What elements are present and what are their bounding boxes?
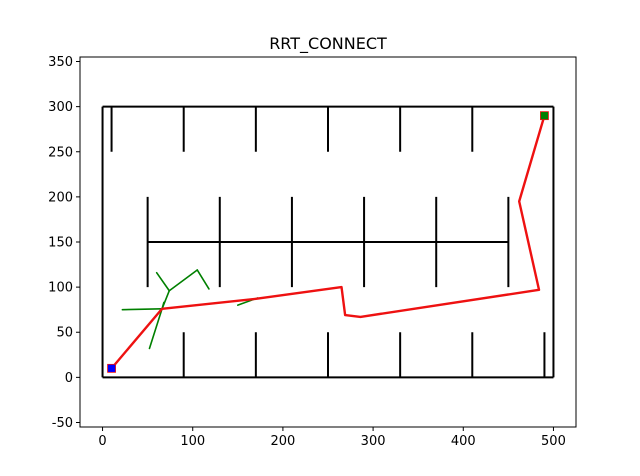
tree-edge [155, 271, 171, 292]
y-tick-label: -50 [52, 416, 73, 431]
tree-edge [121, 307, 163, 311]
y-tick-label: 350 [48, 55, 73, 70]
tree-edge [168, 269, 199, 292]
y-tick-label: 250 [48, 145, 73, 160]
path-line [110, 114, 546, 370]
x-tick-label: 100 [180, 434, 205, 449]
goal-marker [540, 111, 549, 121]
x-tick-label: 500 [541, 434, 566, 449]
x-tick-label: 0 [98, 434, 106, 449]
y-tick-label: 200 [48, 190, 73, 205]
axis-ticks: 0 100 200 300 400 500 -50 0 50 100 150 200 250 300 350 [48, 55, 566, 449]
start-marker [107, 363, 116, 373]
x-tick-label: 300 [361, 434, 386, 449]
y-tick-label: 300 [48, 100, 73, 115]
plot-content [101, 105, 555, 379]
x-tick-label: 200 [270, 434, 295, 449]
chart-title: RRT_CONNECT [269, 34, 387, 54]
y-tick-label: 50 [56, 326, 73, 341]
x-tick-label: 400 [451, 434, 476, 449]
y-tick-label: 0 [65, 371, 73, 386]
tree-edge [196, 269, 210, 290]
tree-edge [148, 307, 163, 350]
y-tick-label: 100 [48, 281, 73, 296]
y-tick-label: 150 [48, 236, 73, 251]
